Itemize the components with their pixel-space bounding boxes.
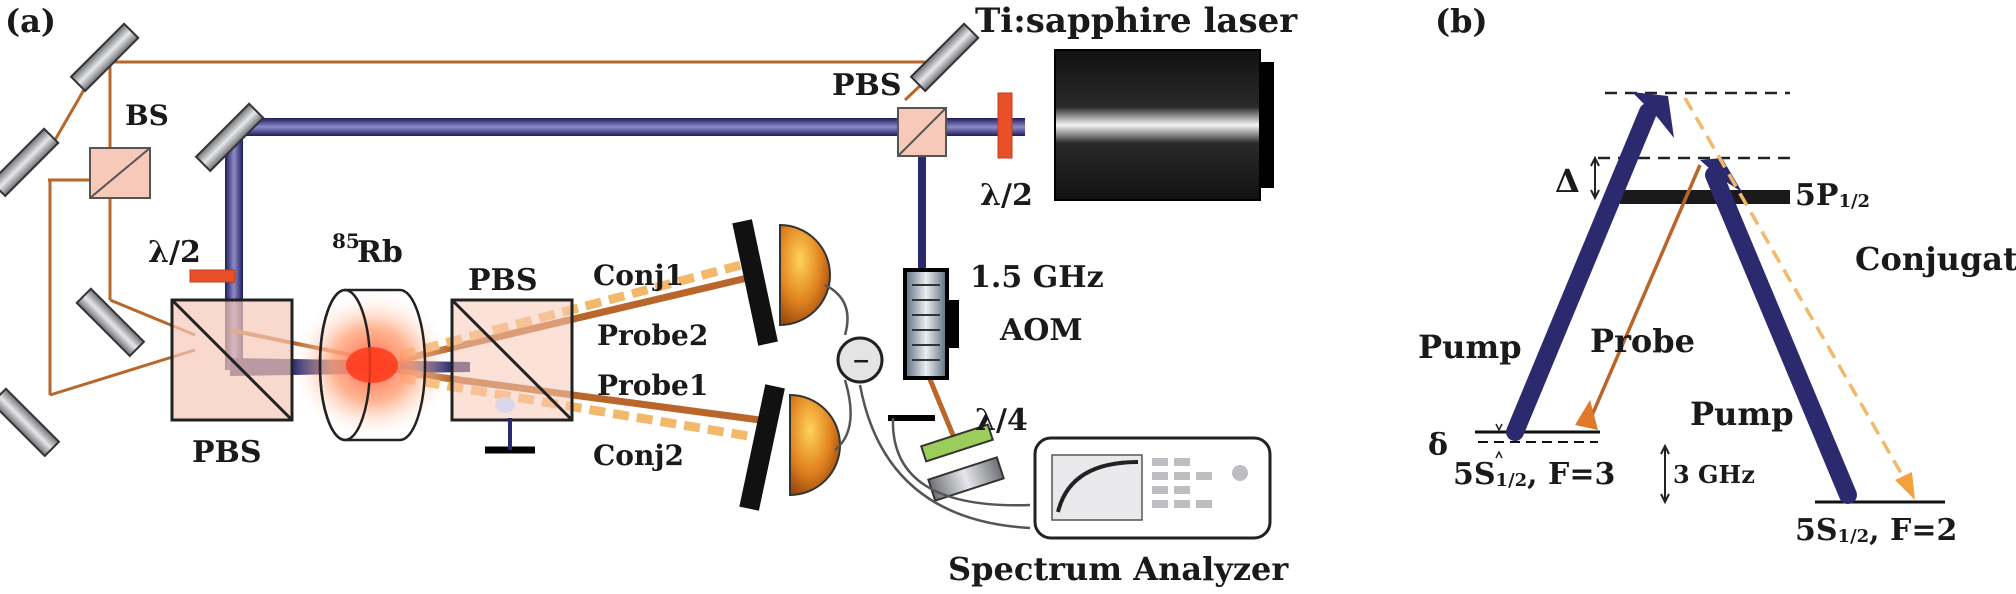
rb-superscript: 85 xyxy=(332,229,360,253)
pump-arrow-right-head xyxy=(1700,158,1742,192)
split-label: 3 GHz xyxy=(1673,460,1755,489)
pump-right-label: Pump xyxy=(1690,395,1794,433)
bs-label: BS xyxy=(125,99,169,132)
ti-sapphire-laser xyxy=(1054,49,1274,201)
conj2-label: Conj2 xyxy=(593,439,684,472)
pump-arrow-left-head xyxy=(1632,92,1674,138)
aom-freq-label: 1.5 GHz xyxy=(970,260,1104,295)
level-5p-main: 5P xyxy=(1795,178,1838,213)
ground-f2-sub: 1/2 xyxy=(1838,526,1870,547)
half-wave-top-label: λ/2 xyxy=(980,178,1033,213)
small-delta-marker xyxy=(1495,423,1503,459)
pbs-top xyxy=(897,107,947,157)
level-5p xyxy=(1620,190,1790,204)
quarter-wave-label: λ/4 xyxy=(975,403,1028,438)
conjugate-arrow xyxy=(1683,97,1907,481)
conjugate-arrow-head xyxy=(1895,472,1915,500)
ground-f2-label: 5S1/2, F=2 xyxy=(1795,513,1957,548)
half-wave-plate-top xyxy=(997,92,1013,159)
pbs-left xyxy=(170,298,294,422)
level-5p-sub: 1/2 xyxy=(1838,191,1870,212)
rb-label: Rb xyxy=(357,235,403,270)
probe1-label: Probe1 xyxy=(597,369,708,402)
panel-b-tag: (b) xyxy=(1435,2,1488,40)
subtractor: − xyxy=(836,336,884,384)
ground-f2-rest: , F=2 xyxy=(1869,513,1957,548)
detector-top xyxy=(732,219,831,346)
mirror-5 xyxy=(0,387,61,458)
pbs-top-label: PBS xyxy=(832,68,902,103)
pump-arrow-right xyxy=(1705,166,1857,504)
pump-left-label: Pump xyxy=(1418,328,1522,366)
probe-label: Probe xyxy=(1590,322,1695,360)
spectrum-analyzer xyxy=(1033,436,1272,540)
level-5p-label: 5P1/2 xyxy=(1795,178,1870,213)
pump-beam-top xyxy=(235,118,1025,136)
ground-f3-label: 5S1/2, F=3 xyxy=(1453,457,1615,492)
conjugate-label: Conjugate xyxy=(1855,240,2016,278)
ground-f3-main: 5S xyxy=(1453,457,1496,492)
panel-a: − (a) Ti:sapphire laser BS PBS λ/2 λ/2 8… xyxy=(0,1,1298,588)
half-wave-left-label: λ/2 xyxy=(148,235,201,270)
beam-splitter xyxy=(89,147,151,199)
laser-label: Ti:sapphire laser xyxy=(975,1,1298,41)
panel-a-tag: (a) xyxy=(5,2,56,40)
mirror-6 xyxy=(909,22,980,93)
rb-cell xyxy=(292,288,452,442)
ground-f3-sub: 1/2 xyxy=(1496,470,1528,491)
delta-cap-label: Δ xyxy=(1555,162,1580,200)
mirror-3 xyxy=(194,102,265,173)
mirror-4 xyxy=(75,287,146,358)
ground-f3-rest: , F=3 xyxy=(1527,457,1615,492)
panel-b: (b) xyxy=(1418,2,2016,548)
pbs-mid xyxy=(450,298,574,454)
ground-f2-main: 5S xyxy=(1795,513,1838,548)
mirror-1 xyxy=(69,22,140,93)
detector-bottom xyxy=(739,384,841,511)
analyzer-label: Spectrum Analyzer xyxy=(948,550,1289,588)
conj1-label: Conj1 xyxy=(593,259,684,292)
split-marker xyxy=(1660,443,1670,505)
mirrors xyxy=(0,22,980,458)
probe-arrow xyxy=(1588,164,1702,421)
aom-device xyxy=(903,268,959,380)
cables xyxy=(824,283,1031,530)
probe2-label: Probe2 xyxy=(597,319,708,352)
pbs-mid-label: PBS xyxy=(468,263,538,298)
small-delta-label: δ xyxy=(1428,428,1448,463)
mirror-2 xyxy=(0,127,60,198)
probe-arrow-head xyxy=(1575,400,1598,430)
pump-arrow-left xyxy=(1506,103,1657,441)
delta-marker xyxy=(1590,155,1600,201)
pump-beam-right xyxy=(918,135,926,285)
subtractor-minus: − xyxy=(852,348,870,374)
aom-label: AOM xyxy=(999,313,1083,348)
half-wave-plate-left xyxy=(189,269,236,283)
pbs-left-label: PBS xyxy=(192,435,262,470)
